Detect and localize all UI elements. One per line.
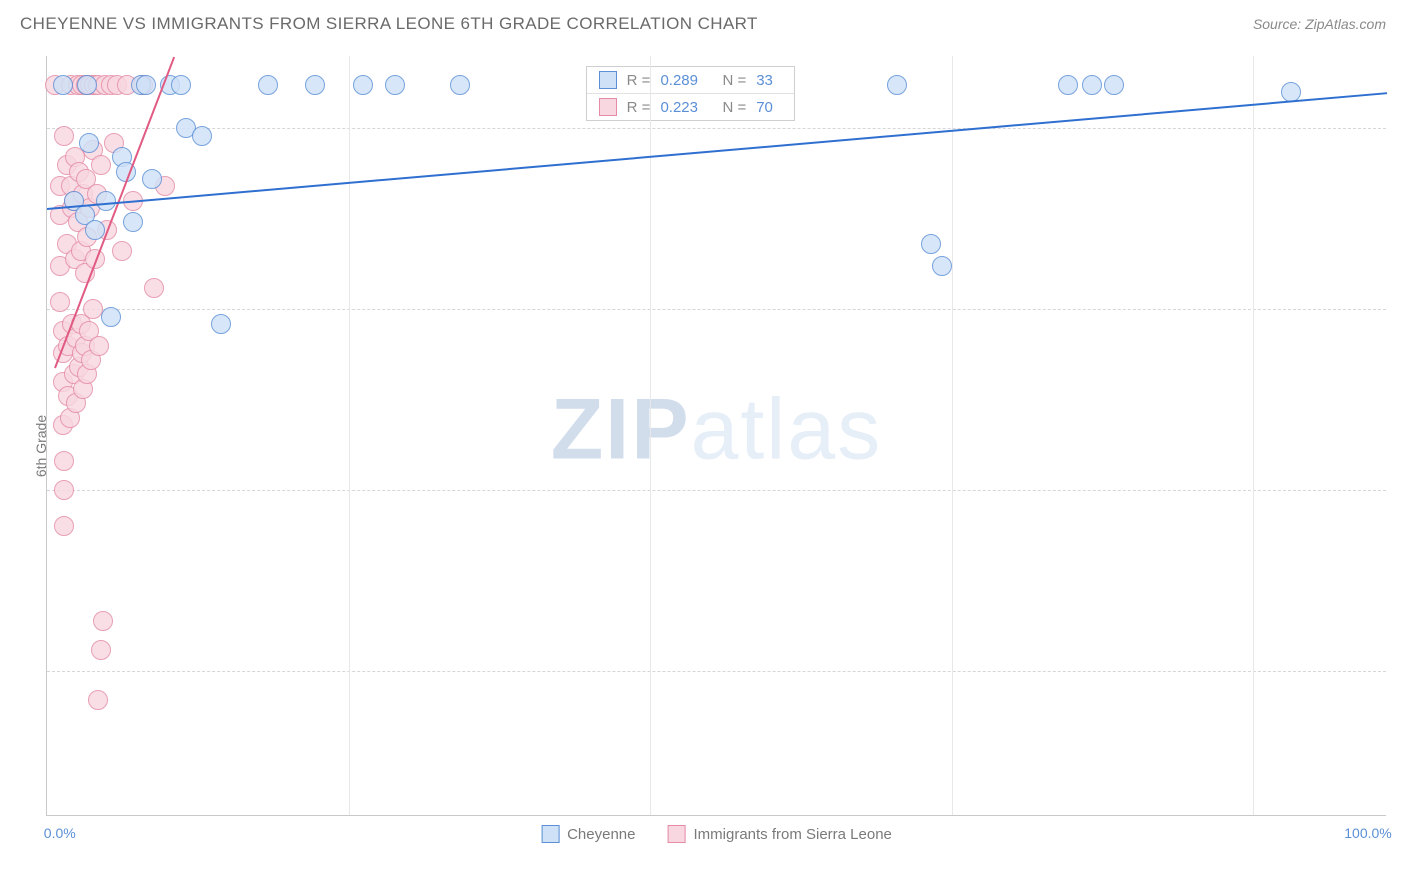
data-point — [83, 299, 103, 319]
data-point — [54, 516, 74, 536]
data-point — [50, 292, 70, 312]
data-point — [101, 307, 121, 327]
y-tick-label: 100.0% — [1396, 120, 1406, 136]
data-point — [112, 241, 132, 261]
data-point — [88, 690, 108, 710]
data-point — [450, 75, 470, 95]
legend-series-item: Cheyenne — [541, 825, 635, 843]
header: CHEYENNE VS IMMIGRANTS FROM SIERRA LEONE… — [0, 0, 1406, 44]
data-point — [96, 191, 116, 211]
legend-n-label: N = — [722, 72, 746, 89]
gridline-vertical — [952, 56, 953, 815]
data-point — [1104, 75, 1124, 95]
data-point — [258, 75, 278, 95]
legend-correlation-row: R = 0.223 N = 70 — [587, 94, 795, 120]
y-tick-label: 97.5% — [1396, 301, 1406, 317]
data-point — [53, 75, 73, 95]
gridline-horizontal — [47, 128, 1386, 129]
data-point — [932, 256, 952, 276]
y-tick-label: 92.5% — [1396, 663, 1406, 679]
data-point — [1082, 75, 1102, 95]
legend-n-value: 33 — [756, 72, 782, 89]
legend-series-label: Immigrants from Sierra Leone — [693, 826, 891, 843]
data-point — [93, 611, 113, 631]
watermark-atlas: atlas — [691, 381, 883, 477]
gridline-vertical — [349, 56, 350, 815]
data-point — [142, 169, 162, 189]
data-point — [353, 75, 373, 95]
data-point — [1058, 75, 1078, 95]
data-point — [85, 220, 105, 240]
legend-r-value: 0.289 — [660, 72, 712, 89]
watermark-zip: ZIP — [551, 381, 691, 477]
data-point — [91, 155, 111, 175]
legend-r-value: 0.223 — [660, 99, 712, 116]
source-text: Source: ZipAtlas.com — [1253, 16, 1386, 32]
gridline-vertical — [1253, 56, 1254, 815]
data-point — [77, 75, 97, 95]
legend-swatch — [541, 825, 559, 843]
data-point — [54, 451, 74, 471]
legend-swatch — [667, 825, 685, 843]
data-point — [54, 480, 74, 500]
data-point — [144, 278, 164, 298]
correlation-legend: R = 0.289 N = 33 R = 0.223 N = 70 — [586, 66, 796, 121]
gridline-horizontal — [47, 671, 1386, 672]
series-legend: Cheyenne Immigrants from Sierra Leone — [541, 825, 892, 843]
gridline-horizontal — [47, 490, 1386, 491]
chart-title: CHEYENNE VS IMMIGRANTS FROM SIERRA LEONE… — [20, 14, 758, 34]
y-tick-label: 95.0% — [1396, 482, 1406, 498]
legend-n-label: N = — [722, 99, 746, 116]
data-point — [123, 212, 143, 232]
data-point — [211, 314, 231, 334]
data-point — [89, 336, 109, 356]
legend-correlation-row: R = 0.289 N = 33 — [587, 67, 795, 94]
gridline-horizontal — [47, 309, 1386, 310]
data-point — [887, 75, 907, 95]
data-point — [192, 126, 212, 146]
data-point — [54, 126, 74, 146]
data-point — [921, 234, 941, 254]
data-point — [79, 133, 99, 153]
watermark: ZIPatlas — [551, 380, 882, 479]
gridline-vertical — [650, 56, 651, 815]
legend-r-label: R = — [627, 72, 651, 89]
data-point — [171, 75, 191, 95]
x-tick-label: 100.0% — [1344, 825, 1391, 841]
data-point — [91, 640, 111, 660]
legend-series-item: Immigrants from Sierra Leone — [667, 825, 891, 843]
legend-swatch — [599, 98, 617, 116]
legend-series-label: Cheyenne — [567, 826, 635, 843]
data-point — [136, 75, 156, 95]
data-point — [305, 75, 325, 95]
legend-n-value: 70 — [756, 99, 782, 116]
data-point — [385, 75, 405, 95]
legend-swatch — [599, 71, 617, 89]
chart-plot-area: ZIPatlas R =0.289N =33R =0.223N =70 Chey… — [46, 56, 1386, 816]
x-tick-label: 0.0% — [44, 825, 76, 841]
legend-r-label: R = — [627, 99, 651, 116]
